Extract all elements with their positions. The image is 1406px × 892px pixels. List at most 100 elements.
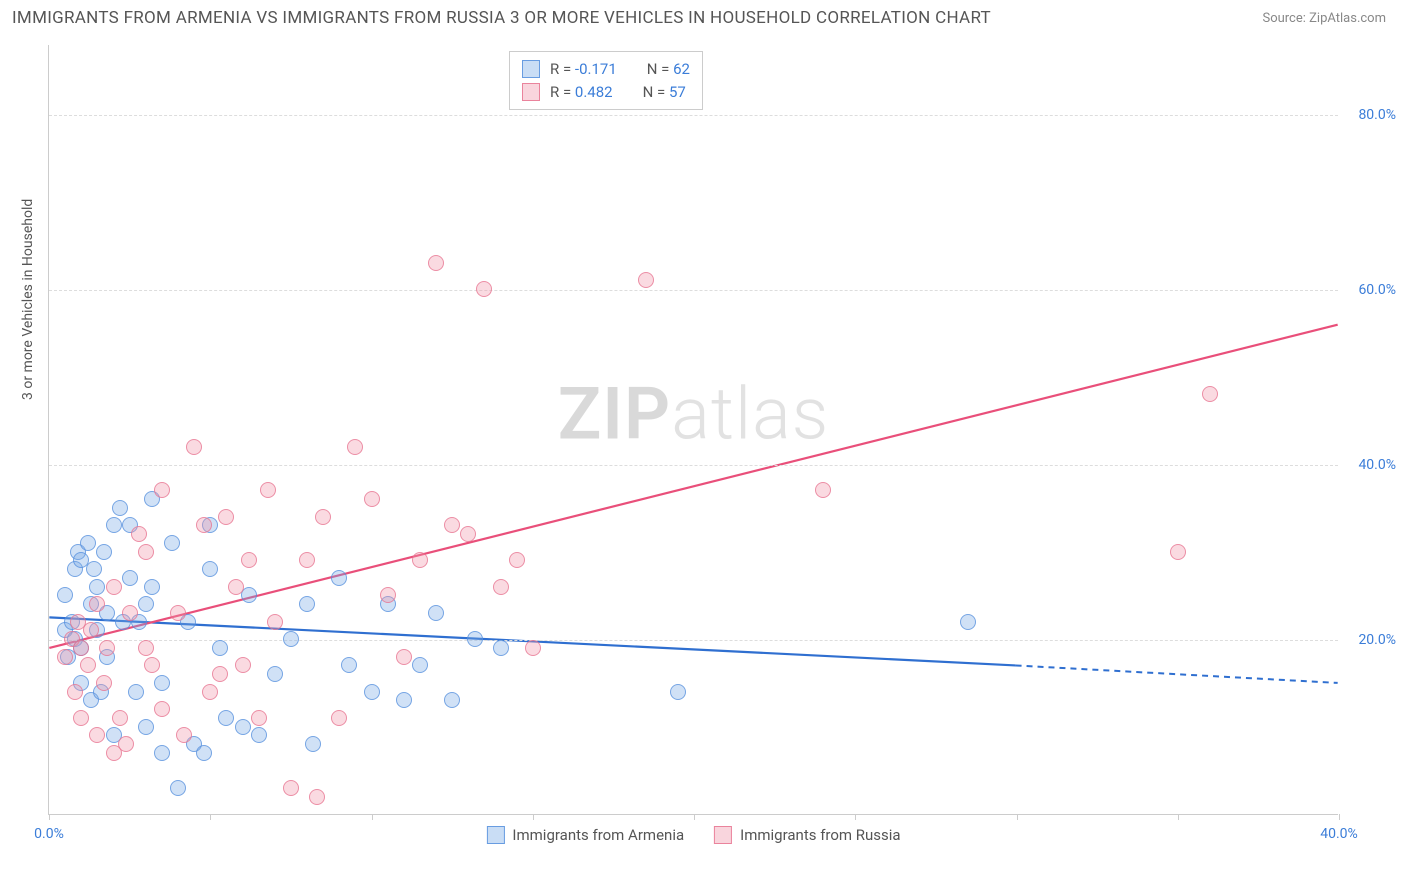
data-point-russia (131, 526, 147, 542)
data-point-armenia (57, 587, 73, 603)
data-point-armenia (218, 710, 234, 726)
stats-box: R = -0.171 N = 62 R = 0.482 N = 57 (509, 51, 703, 110)
data-point-armenia (202, 561, 218, 577)
data-point-russia (251, 710, 267, 726)
data-point-armenia (412, 657, 428, 673)
data-point-armenia (493, 640, 509, 656)
data-point-russia (89, 727, 105, 743)
data-point-russia (380, 587, 396, 603)
data-point-armenia (267, 666, 283, 682)
data-point-armenia (86, 561, 102, 577)
data-point-armenia (212, 640, 228, 656)
legend-swatch-armenia-icon (486, 826, 504, 844)
legend-item-russia: Immigrants from Russia (714, 826, 900, 844)
data-point-russia (396, 649, 412, 665)
data-point-russia (815, 482, 831, 498)
data-point-russia (89, 596, 105, 612)
data-point-russia (509, 552, 525, 568)
trendline-armenia-dashed (1016, 665, 1338, 682)
data-point-russia (315, 509, 331, 525)
legend-item-armenia: Immigrants from Armenia (486, 826, 684, 844)
stat-n-label: N = 57 (643, 81, 686, 104)
data-point-armenia (670, 684, 686, 700)
data-point-russia (96, 675, 112, 691)
data-point-russia (241, 552, 257, 568)
data-point-armenia (396, 692, 412, 708)
data-point-armenia (251, 727, 267, 743)
data-point-russia (138, 544, 154, 560)
data-point-russia (118, 736, 134, 752)
legend: Immigrants from Armenia Immigrants from R… (486, 826, 900, 844)
data-point-armenia (112, 500, 128, 516)
data-point-armenia (299, 596, 315, 612)
legend-label: Immigrants from Russia (740, 826, 900, 844)
stat-r-label: R = 0.482 (550, 81, 613, 104)
x-tick (855, 814, 856, 820)
data-point-russia (83, 622, 99, 638)
x-tick (372, 814, 373, 820)
stat-r-label: R = -0.171 (550, 58, 617, 81)
x-tick (1178, 814, 1179, 820)
data-point-armenia (428, 605, 444, 621)
stats-row-armenia: R = -0.171 N = 62 (522, 58, 690, 81)
data-point-russia (138, 640, 154, 656)
data-point-russia (106, 579, 122, 595)
data-point-armenia (154, 745, 170, 761)
x-tick-label: 40.0% (1320, 826, 1358, 842)
x-tick-label: 0.0% (34, 826, 64, 842)
data-point-russia (412, 552, 428, 568)
data-point-russia (1202, 386, 1218, 402)
y-tick-label: 40.0% (1358, 457, 1396, 473)
y-tick-label: 80.0% (1358, 107, 1396, 123)
y-tick-label: 20.0% (1358, 632, 1396, 648)
data-point-russia (80, 657, 96, 673)
data-point-armenia (80, 535, 96, 551)
data-point-russia (73, 640, 89, 656)
data-point-armenia (235, 719, 251, 735)
data-point-russia (212, 666, 228, 682)
source-label: Source: ZipAtlas.com (1262, 11, 1386, 26)
data-point-armenia (138, 596, 154, 612)
data-point-russia (218, 509, 234, 525)
x-tick (1017, 814, 1018, 820)
data-point-armenia (170, 780, 186, 796)
data-point-armenia (138, 719, 154, 735)
data-point-armenia (331, 570, 347, 586)
x-tick (49, 814, 50, 820)
data-point-russia (176, 727, 192, 743)
scatter-chart: ZIPatlas R = -0.171 N = 62 R = 0.482 N = 57… (48, 45, 1338, 815)
data-point-armenia (960, 614, 976, 630)
data-point-russia (493, 579, 509, 595)
data-point-russia (67, 684, 83, 700)
swatch-russia-icon (522, 83, 540, 101)
data-point-armenia (341, 657, 357, 673)
data-point-russia (444, 517, 460, 533)
stat-n-label: N = 62 (647, 58, 690, 81)
data-point-russia (57, 649, 73, 665)
data-point-russia (73, 710, 89, 726)
data-point-armenia (96, 544, 112, 560)
trendlines-svg (49, 45, 1338, 814)
data-point-russia (260, 482, 276, 498)
data-point-russia (299, 552, 315, 568)
data-point-russia (112, 710, 128, 726)
data-point-russia (525, 640, 541, 656)
gridline (49, 465, 1338, 466)
data-point-armenia (305, 736, 321, 752)
data-point-russia (638, 272, 654, 288)
data-point-russia (347, 439, 363, 455)
x-tick (533, 814, 534, 820)
chart-title: IMMIGRANTS FROM ARMENIA VS IMMIGRANTS FR… (12, 8, 991, 28)
data-point-russia (154, 701, 170, 717)
data-point-armenia (89, 579, 105, 595)
x-tick (694, 814, 695, 820)
data-point-russia (154, 482, 170, 498)
watermark: ZIPatlas (558, 372, 830, 457)
data-point-russia (170, 605, 186, 621)
y-axis-label: 3 or more Vehicles in Household (20, 199, 36, 400)
data-point-russia (196, 517, 212, 533)
data-point-armenia (364, 684, 380, 700)
data-point-armenia (144, 579, 160, 595)
data-point-russia (228, 579, 244, 595)
gridline (49, 115, 1338, 116)
